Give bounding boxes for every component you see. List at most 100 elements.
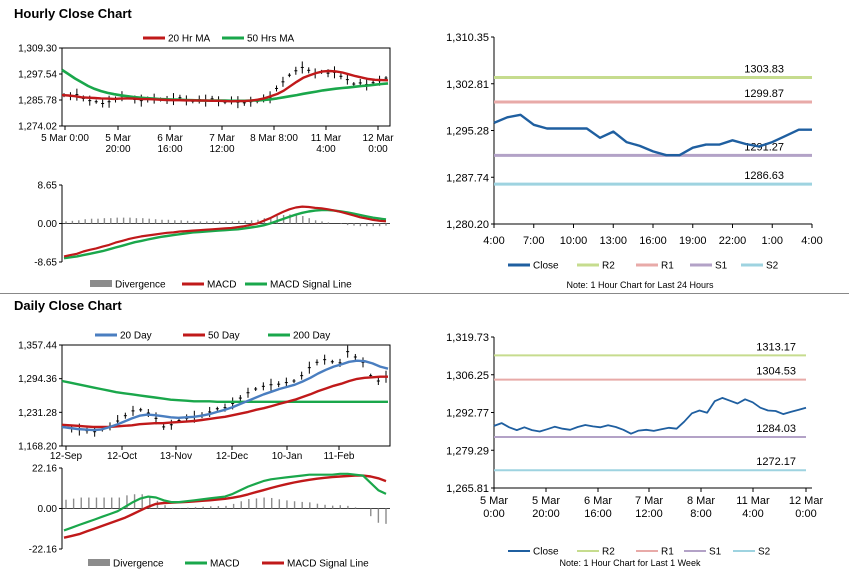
daily-levels-xtick-label: 5 Mar 20:00 <box>532 495 560 520</box>
hourly-close-line <box>493 113 812 157</box>
hourly-level-value-r1: 1299.87 <box>744 88 784 100</box>
hourly-ma20-line <box>61 69 389 103</box>
hourly-levels-xtick-label: 10:00 <box>560 235 588 247</box>
daily-levels-xtick-label: 6 Mar 16:00 <box>584 495 612 520</box>
daily-legend-r2-label: R2 <box>602 547 615 558</box>
daily-macd-ytick-label: 0.00 <box>38 504 58 515</box>
daily-levels-xtick-label: 7 Mar 12:00 <box>635 495 663 520</box>
hourly-signal-line <box>63 208 387 260</box>
hourly-price-plot-frame <box>61 47 391 127</box>
hourly-legend-divergence-swatch <box>90 280 112 287</box>
daily-level-value-s1: 1284.03 <box>756 423 796 435</box>
daily-legend-d200-label: 200 Day <box>293 331 330 342</box>
daily-levels-ytick-label: 1,319.73 <box>446 332 489 344</box>
hourly-levels-xtick-label: 1:00 <box>762 235 783 247</box>
hourly-price-xtick-label: 11 Mar 4:00 <box>311 133 342 155</box>
hourly-legend-ma20-label: 20 Hr MA <box>168 34 211 45</box>
hourly-price-xtick-label: 7 Mar 12:00 <box>209 133 235 155</box>
daily-legend-s1-label: S1 <box>709 547 722 558</box>
hourly-macd-ytick-label: 8.65 <box>38 181 58 192</box>
hourly-legend-macd-label: MACD <box>207 280 236 291</box>
hourly-price-xtick-label: 5 Mar 0:00 <box>41 133 89 144</box>
daily-levels-xtick-label: 12 Mar 0:00 <box>789 495 824 520</box>
hourly-price-ytick-label: 1,297.54 <box>18 70 57 81</box>
hourly-levels-xtick-label: 7:00 <box>523 235 544 247</box>
hourly-level-value-r2: 1303.83 <box>744 63 784 75</box>
hourly-levels-xtick-label: 19:00 <box>679 235 707 247</box>
daily-levels-xtick-label: 5 Mar 0:00 <box>480 495 508 520</box>
hourly-levels-ytick-label: 1,302.81 <box>446 79 489 91</box>
hourly-legend-r2-label: R2 <box>602 261 615 272</box>
hourly-price-xtick-label: 12 Mar 0:00 <box>362 133 394 155</box>
daily-price-plot-frame <box>61 344 391 447</box>
hourly-price-xtick-label: 6 Mar 16:00 <box>157 133 183 155</box>
daily-levels-note: Note: 1 Hour Chart for Last 1 Week <box>560 558 701 568</box>
daily-price-xtick-label: 12-Dec <box>216 451 248 462</box>
hourly-price-xtick-label: 5 Mar 20:00 <box>105 133 131 155</box>
hourly-macd-ytick-label: 0.00 <box>38 219 58 230</box>
hourly-legend-s2-label: S2 <box>766 261 779 272</box>
daily-levels-xtick-label: 11 Mar 4:00 <box>736 495 770 520</box>
hourly-legend-divergence-label: Divergence <box>115 280 166 291</box>
hourly-price-ytick-label: 1,285.78 <box>18 96 57 107</box>
daily-section-title: Daily Close Chart <box>14 298 122 313</box>
daily-levels-xtick-label: 8 Mar 8:00 <box>687 495 715 520</box>
hourly-price-ytick-label: 1,309.30 <box>18 44 57 55</box>
hourly-levels-xtick-label: 4:00 <box>801 235 822 247</box>
daily-levels-ytick-label: 1,306.25 <box>446 370 489 382</box>
daily-signal-line <box>63 474 387 539</box>
daily-d200-line <box>61 379 388 403</box>
daily-price-ytick-label: 1,357.44 <box>18 341 57 352</box>
daily-macd-ytick-label: -22.16 <box>29 545 58 556</box>
hourly-legend-signal-label: MACD Signal Line <box>270 280 352 291</box>
daily-macd-ytick-label: 22.16 <box>32 464 57 475</box>
hourly-levels-ytick-label: 1,280.20 <box>446 219 489 231</box>
daily-price-xtick-label: 11-Feb <box>324 451 355 462</box>
daily-legend-divergence-swatch <box>88 559 110 566</box>
hourly-levels-ytick-label: 1,295.28 <box>446 126 489 138</box>
daily-legend-r1-label: R1 <box>661 547 674 558</box>
daily-price-ytick-label: 1,231.28 <box>18 408 57 419</box>
daily-price-xtick-label: 12-Oct <box>107 451 137 462</box>
daily-macd-line <box>63 472 387 532</box>
daily-d20-line <box>61 359 389 432</box>
daily-legend-d20-label: 20 Day <box>120 331 152 342</box>
daily-levels-ytick-label: 1,265.81 <box>446 483 489 495</box>
daily-levels-ytick-label: 1,292.77 <box>446 408 489 420</box>
hourly-macd-ytick-label: -8.65 <box>34 258 57 269</box>
daily-price-xtick-label: 12-Sep <box>50 451 83 462</box>
hourly-macd-line <box>63 205 387 258</box>
hourly-levels-ytick-label: 1,287.74 <box>446 172 489 184</box>
hourly-levels-ytick-label: 1,310.35 <box>446 32 489 44</box>
hourly-levels-xtick-label: 4:00 <box>483 235 504 247</box>
hourly-levels-xtick-label: 22:00 <box>719 235 747 247</box>
daily-legend-macd-label: MACD <box>210 559 239 570</box>
daily-levels-ytick-label: 1,279.29 <box>446 445 489 457</box>
hourly-level-value-s1: 1291.27 <box>744 141 784 153</box>
daily-legend-s2-label: S2 <box>758 547 771 558</box>
daily-price-ytick-label: 1,168.20 <box>18 442 57 453</box>
daily-legend-divergence-label: Divergence <box>113 559 164 570</box>
daily-price-xtick-label: 10-Jan <box>272 451 303 462</box>
daily-legend-close-label: Close <box>533 547 559 558</box>
daily-close-line <box>493 396 807 435</box>
hourly-legend-r1-label: R1 <box>661 261 674 272</box>
daily-price-ytick-label: 1,294.36 <box>18 374 57 385</box>
daily-level-value-r2: 1313.17 <box>756 341 796 353</box>
daily-legend-d50-label: 50 Day <box>208 331 240 342</box>
hourly-legend-close-label: Close <box>533 261 559 272</box>
hourly-levels-note: Note: 1 Hour Chart for Last 24 Hours <box>566 280 714 290</box>
hourly-section-title: Hourly Close Chart <box>14 6 132 21</box>
daily-level-value-s2: 1272.17 <box>756 456 796 468</box>
daily-level-value-r1: 1304.53 <box>756 366 796 378</box>
daily-d50-line <box>61 375 388 429</box>
hourly-legend-ma50-label: 50 Hrs MA <box>247 34 295 45</box>
daily-price-xtick-label: 13-Nov <box>160 451 192 462</box>
hourly-legend-s1-label: S1 <box>715 261 728 272</box>
daily-legend-signal-label: MACD Signal Line <box>287 559 369 570</box>
section-divider <box>0 293 849 294</box>
hourly-price-xtick-label: 8 Mar 8:00 <box>250 133 298 144</box>
hourly-levels-xtick-label: 16:00 <box>639 235 667 247</box>
hourly-price-ytick-label: 1,274.02 <box>18 122 57 133</box>
